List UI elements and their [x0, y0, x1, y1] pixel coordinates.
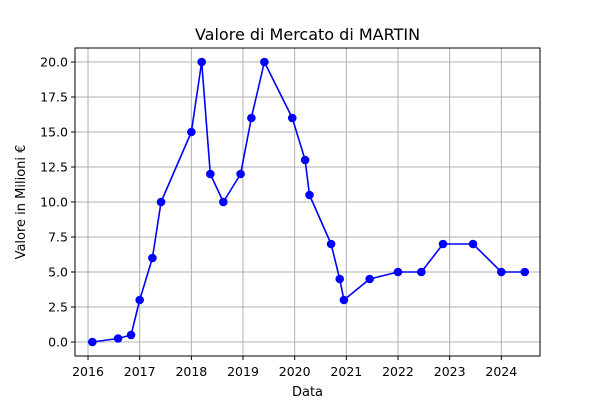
data-point [113, 334, 123, 343]
y-tick-label: 15.0 [40, 125, 68, 140]
data-point [468, 239, 478, 249]
y-tick-label: 20.0 [40, 55, 68, 70]
x-tick-label: 2020 [279, 364, 311, 379]
data-point [206, 169, 215, 179]
data-point [300, 155, 310, 165]
x-tick-label: 2023 [434, 364, 466, 379]
x-tick-label: 2017 [124, 364, 156, 379]
data-point [148, 253, 157, 263]
data-point [236, 169, 245, 179]
data-point [335, 274, 345, 284]
data-point [247, 113, 256, 123]
y-tick-label: 17.5 [40, 90, 68, 105]
x-tick-label: 2021 [330, 364, 362, 379]
y-tick-label: 7.5 [48, 230, 68, 245]
data-point [126, 330, 136, 340]
data-point [417, 267, 426, 277]
data-point [135, 295, 144, 305]
x-tick-label: 2018 [175, 364, 207, 379]
data-point [339, 295, 349, 305]
data-point [287, 113, 297, 123]
data-point [365, 274, 374, 284]
data-point [197, 57, 206, 67]
y-tick-label: 5.0 [48, 265, 68, 280]
x-tick-label: 2019 [227, 364, 259, 379]
data-point [497, 267, 506, 277]
axis-ticks: 2016 2017 2018 2019 2020 2021 2022 2023 2024 0.0 2… [40, 55, 517, 380]
data-point [156, 197, 166, 207]
chart-title: Valore di Mercato di MARTIN [195, 25, 420, 44]
data-point [438, 239, 448, 249]
data-point [219, 197, 228, 207]
data-point [187, 127, 196, 137]
data-point [305, 190, 314, 200]
y-tick-label: 2.5 [48, 300, 68, 315]
grid [75, 48, 540, 356]
x-axis-label: Data [292, 385, 323, 400]
y-axis-label: Valore in Milioni € [14, 145, 29, 260]
x-tick-label: 2022 [382, 364, 414, 379]
y-tick-label: 12.5 [40, 160, 68, 175]
data-point [520, 267, 530, 277]
data-point [326, 239, 336, 249]
y-tick-label: 10.0 [40, 195, 68, 210]
data-point [88, 337, 97, 347]
y-tick-label: 0.0 [48, 335, 68, 350]
data-point [260, 57, 269, 67]
x-tick-label: 2016 [72, 364, 104, 379]
data-point [393, 267, 403, 277]
x-tick-label: 2024 [485, 364, 517, 379]
data-series [88, 57, 530, 347]
